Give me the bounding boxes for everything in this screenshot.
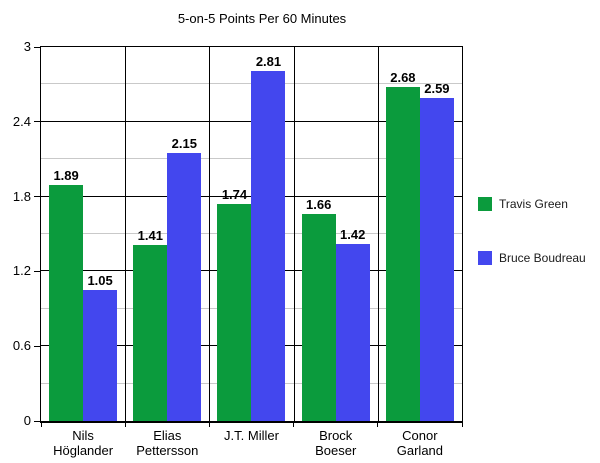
y-axis-tick [34,420,41,422]
bar-value-label: 1.89 [53,168,79,184]
y-axis-tick-label: 3 [23,39,31,54]
bar-value-label: 1.05 [87,273,113,289]
y-axis-tick-label: 1.8 [12,188,31,204]
chart-title: 5-on-5 Points Per 60 Minutes [177,11,347,26]
bar-value-label: 1.41 [137,228,163,244]
y-axis-tick-label: 0 [23,413,31,428]
bar-travis-green: 1.66 [301,197,336,421]
x-axis-label: Conor Garland [378,428,462,458]
bar-value-label: 1.74 [221,187,248,203]
x-axis-tick [293,421,295,427]
y-axis-tick [34,345,41,347]
category-separator [293,47,295,421]
bar-group: 1.89 1.05 [41,47,125,421]
legend-label: Travis Green [499,197,568,211]
bar-group: 1.41 2.15 [125,47,209,421]
legend-swatch-green [478,197,492,211]
bar-travis-green: 1.89 [49,168,84,421]
y-axis-tick [34,121,41,123]
bar-group: 2.68 2.59 [378,47,462,421]
y-axis-tick-label: 1.2 [12,263,31,279]
y-axis-tick-label: 2.4 [12,113,31,129]
x-axis-label-line: Brock [319,428,353,443]
bar-travis-green: 1.74 [217,187,252,421]
x-axis-tick [377,421,379,427]
category-separator [377,47,379,421]
x-axis-label-line: Boeser [315,443,357,458]
x-axis-tick [124,421,126,427]
x-axis-label: Nils Höglander [41,428,125,458]
bar-value-label: 2.15 [171,135,197,151]
plot-area: 0 0.6 1.2 1.8 2.4 3 1.89 1.05 1.41 2.15 1.74 2.81 1.… [13,39,463,458]
x-axis-tick [461,421,463,427]
bar-bruce-boudreau: 2.81 [251,54,286,421]
legend-item-travis-green: Travis Green [478,197,568,211]
x-axis-label: Elias Pettersson [125,428,209,458]
bar-value-label: 2.81 [255,53,282,69]
y-axis-tick [34,196,41,198]
y-axis-tick [34,270,41,272]
x-axis-label-line: Höglander [53,443,114,458]
category-separator [209,47,211,421]
x-axis-label-line: Pettersson [136,443,199,458]
x-axis-label: Brock Boeser [294,428,378,458]
x-axis-tick [40,421,42,427]
x-axis-label-line: Nils [72,428,94,443]
bar-travis-green: 1.41 [133,228,168,421]
category-separator [125,47,127,421]
x-axis-label-line: Conor [402,428,438,443]
x-axis-label-line: Elias [153,428,182,443]
bar-group: 1.66 1.42 [294,47,378,421]
x-axis-label-line: J.T. Miller [224,428,279,443]
bar-value-label: 2.68 [390,69,416,85]
bar-value-label: 2.59 [424,81,450,97]
bar-value-label: 1.42 [340,226,366,242]
x-axis-label: J.T. Miller [209,428,293,443]
y-axis-tick [34,46,41,48]
x-axis-tick [208,421,210,427]
legend-label: Bruce Boudreau [499,251,586,265]
legend-swatch-blue [478,251,492,265]
bar-bruce-boudreau: 1.05 [83,273,118,421]
bar-bruce-boudreau: 2.15 [167,136,202,421]
y-axis-tick-label: 0.6 [12,338,31,354]
x-axis-label-line: Garland [396,443,444,458]
bar-bruce-boudreau: 2.59 [419,81,454,421]
bar-group: 1.74 2.81 [209,47,293,421]
bar-value-label: 1.66 [306,197,332,213]
bar-travis-green: 2.68 [385,70,420,421]
legend-item-bruce-boudreau: Bruce Boudreau [478,251,586,265]
bar-bruce-boudreau: 1.42 [335,227,370,421]
